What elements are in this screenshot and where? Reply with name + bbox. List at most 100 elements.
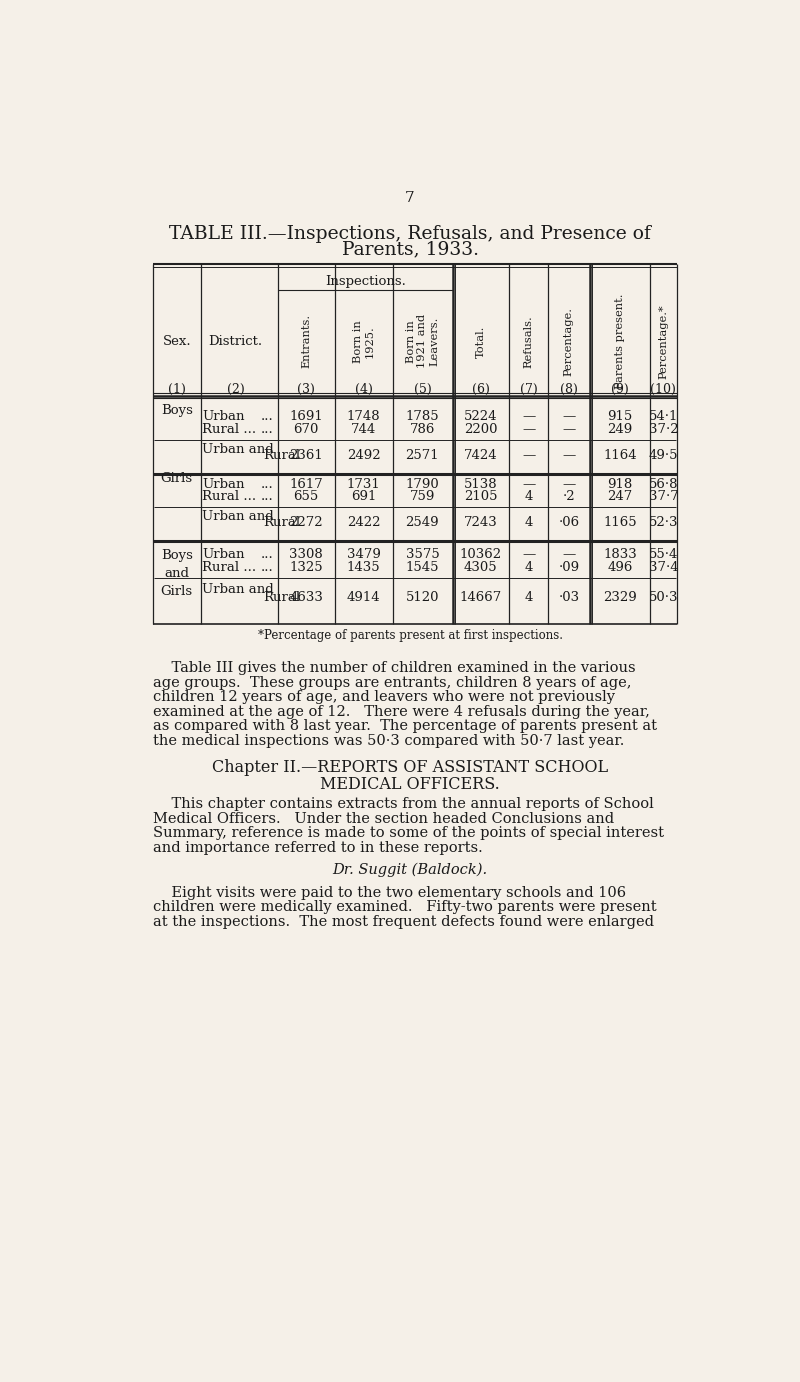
Text: 4: 4 [524, 491, 533, 503]
Text: 1617: 1617 [290, 478, 323, 491]
Text: 1165: 1165 [603, 515, 637, 529]
Text: 1833: 1833 [603, 549, 637, 561]
Text: TABLE III.—Inspections, Refusals, and Presence of: TABLE III.—Inspections, Refusals, and Pr… [169, 225, 651, 243]
Text: ...: ... [261, 549, 273, 561]
Text: 5224: 5224 [464, 410, 498, 423]
Text: Percentage.*: Percentage.* [658, 304, 669, 379]
Text: 37·4: 37·4 [649, 561, 678, 574]
Text: 2272: 2272 [290, 515, 323, 529]
Text: (5): (5) [414, 383, 431, 395]
Text: (3): (3) [298, 383, 315, 395]
Text: 4305: 4305 [464, 561, 498, 574]
Text: *Percentage of parents present at first inspections.: *Percentage of parents present at first … [258, 629, 562, 643]
Text: Medical Officers.   Under the section headed Conclusions and: Medical Officers. Under the section head… [153, 811, 614, 826]
Text: 496: 496 [607, 561, 633, 574]
Text: Summary, reference is made to some of the points of special interest: Summary, reference is made to some of th… [153, 826, 664, 840]
Text: 1435: 1435 [346, 561, 380, 574]
Text: examined at the age of 12.   There were 4 refusals during the year,: examined at the age of 12. There were 4 … [153, 705, 650, 719]
Text: 1785: 1785 [406, 410, 439, 423]
Text: Table III gives the number of children examined in the various: Table III gives the number of children e… [153, 661, 635, 674]
Text: ...: ... [261, 410, 273, 423]
Text: 2200: 2200 [464, 423, 498, 435]
Text: 10362: 10362 [459, 549, 502, 561]
Text: 744: 744 [351, 423, 376, 435]
Text: 4914: 4914 [346, 590, 380, 604]
Text: 52·3: 52·3 [649, 515, 678, 529]
Text: 5120: 5120 [406, 590, 439, 604]
Text: Percentage.: Percentage. [564, 307, 574, 376]
Text: Girls: Girls [161, 473, 193, 485]
Text: 7243: 7243 [464, 515, 498, 529]
Text: the medical inspections was 50·3 compared with 50·7 last year.: the medical inspections was 50·3 compare… [153, 734, 624, 748]
Text: as compared with 8 last year.  The percentage of parents present at: as compared with 8 last year. The percen… [153, 720, 657, 734]
Text: 50·3: 50·3 [649, 590, 678, 604]
Text: 3479: 3479 [346, 549, 381, 561]
Text: District.: District. [209, 334, 262, 348]
Text: —: — [562, 410, 575, 423]
Text: 3575: 3575 [406, 549, 439, 561]
Text: 1545: 1545 [406, 561, 439, 574]
Text: Parents, 1933.: Parents, 1933. [342, 240, 478, 258]
Text: 37·2: 37·2 [649, 423, 678, 435]
Text: Parents present.: Parents present. [615, 293, 625, 390]
Text: Chapter II.—REPORTS OF ASSISTANT SCHOOL: Chapter II.—REPORTS OF ASSISTANT SCHOOL [212, 759, 608, 775]
Text: Boys
and
Girls: Boys and Girls [161, 549, 193, 597]
Text: at the inspections.  The most frequent defects found were enlarged: at the inspections. The most frequent de… [153, 915, 654, 929]
Text: ·06: ·06 [558, 515, 579, 529]
Text: 2492: 2492 [346, 449, 380, 462]
Text: Dr. Suggit (Baldock).: Dr. Suggit (Baldock). [333, 862, 487, 878]
Text: Born in
1921 and
Leavers.: Born in 1921 and Leavers. [406, 314, 439, 369]
Text: —: — [562, 478, 575, 491]
Text: 3308: 3308 [290, 549, 323, 561]
Text: 2422: 2422 [346, 515, 380, 529]
Text: Urban and: Urban and [202, 510, 274, 522]
Text: —: — [562, 449, 575, 462]
Text: (10): (10) [650, 383, 676, 395]
Text: 759: 759 [410, 491, 435, 503]
Text: 1164: 1164 [603, 449, 637, 462]
Text: Born in
1925.: Born in 1925. [353, 321, 374, 363]
Text: MEDICAL OFFICERS.: MEDICAL OFFICERS. [320, 775, 500, 793]
Text: ...: ... [261, 561, 273, 574]
Text: 4: 4 [524, 590, 533, 604]
Text: Urban: Urban [202, 410, 245, 423]
Text: 14667: 14667 [459, 590, 502, 604]
Text: ...: ... [261, 423, 273, 435]
Text: 786: 786 [410, 423, 435, 435]
Text: ...: ... [261, 491, 273, 503]
Text: Rural: Rural [262, 449, 300, 462]
Text: Rural: Rural [262, 590, 300, 604]
Text: 5138: 5138 [464, 478, 498, 491]
Text: 691: 691 [351, 491, 376, 503]
Text: (9): (9) [611, 383, 629, 395]
Text: age groups.  These groups are entrants, children 8 years of age,: age groups. These groups are entrants, c… [153, 676, 631, 690]
Text: 670: 670 [294, 423, 319, 435]
Text: Refusals.: Refusals. [523, 315, 534, 368]
Text: 37·7: 37·7 [649, 491, 678, 503]
Text: Boys: Boys [161, 404, 193, 417]
Text: 247: 247 [607, 491, 633, 503]
Text: Eight visits were paid to the two elementary schools and 106: Eight visits were paid to the two elemen… [153, 886, 626, 900]
Text: —: — [522, 423, 535, 435]
Text: 1325: 1325 [290, 561, 323, 574]
Text: 2105: 2105 [464, 491, 498, 503]
Text: 915: 915 [607, 410, 633, 423]
Text: ...: ... [261, 478, 273, 491]
Text: 1731: 1731 [346, 478, 380, 491]
Text: —: — [562, 549, 575, 561]
Text: Rural: Rural [262, 515, 300, 529]
Text: 4633: 4633 [290, 590, 323, 604]
Text: (8): (8) [560, 383, 578, 395]
Text: (6): (6) [471, 383, 490, 395]
Text: 1748: 1748 [346, 410, 380, 423]
Text: (2): (2) [226, 383, 245, 395]
Text: 918: 918 [607, 478, 633, 491]
Text: 2571: 2571 [406, 449, 439, 462]
Text: and importance referred to in these reports.: and importance referred to in these repo… [153, 842, 482, 855]
Text: 7: 7 [405, 191, 415, 205]
Text: 4: 4 [524, 561, 533, 574]
Text: Inspections.: Inspections. [325, 275, 406, 287]
Text: Rural ...: Rural ... [202, 423, 257, 435]
Text: —: — [522, 478, 535, 491]
Text: (4): (4) [354, 383, 373, 395]
